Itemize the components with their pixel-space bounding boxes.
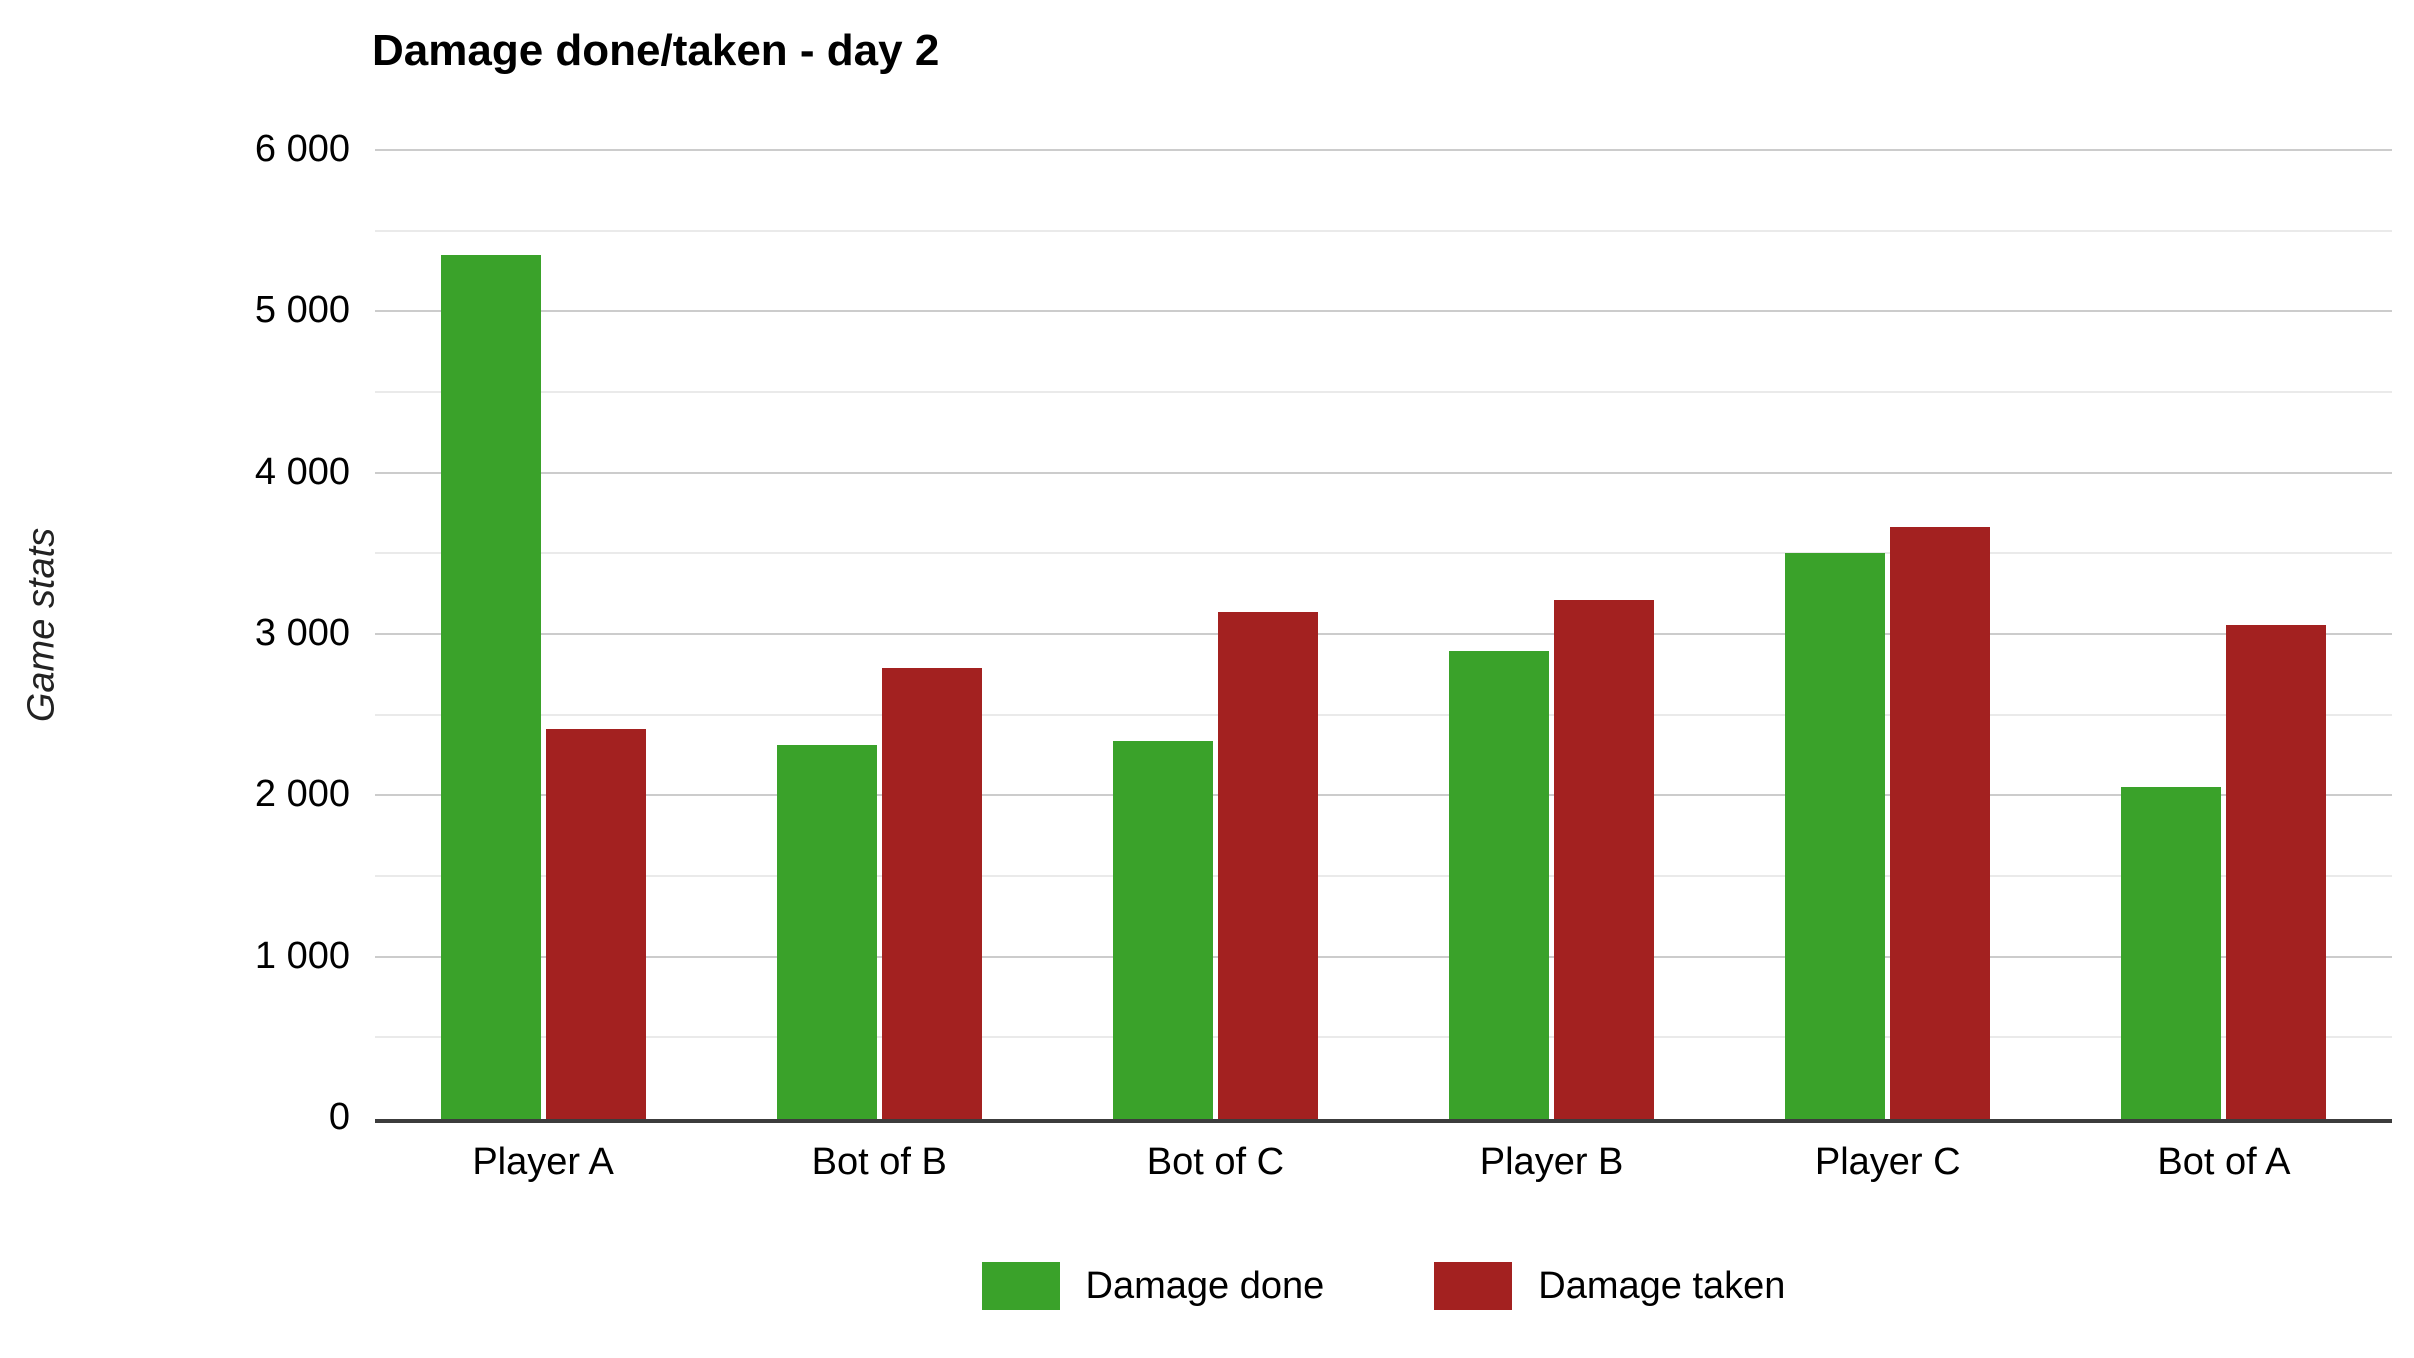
bar-damage-taken-player-c (1890, 526, 1991, 1119)
bar-group-player-a (375, 130, 711, 1119)
legend-label-damage-done: Damage done (1085, 1264, 1325, 1307)
bar-pair-player-c (1720, 130, 2056, 1119)
x-axis-labels: Player A Bot of B Bot of C Player B Player C… (375, 1140, 2392, 1190)
x-label-bot-of-c: Bot of C (1146, 1141, 1285, 1183)
gridline-5000 (375, 310, 2392, 313)
gridline-minor-3500 (375, 552, 2392, 555)
gridline-6000 (375, 149, 2392, 151)
chart-title: Damage done/taken - day 2 (372, 26, 940, 75)
bar-damage-done-player-c (1785, 552, 1886, 1119)
bar-damage-done-player-a (440, 255, 541, 1119)
gridline-2000 (375, 794, 2392, 797)
bar-group-bot-of-a (2056, 130, 2392, 1119)
bar-damage-taken-player-a (545, 728, 646, 1119)
bar-damage-taken-bot-of-a (2226, 625, 2327, 1119)
bar-pair-bot-of-c (1047, 130, 1383, 1119)
y-tick-0: 0 (328, 1096, 350, 1138)
gridline-1000 (375, 955, 2392, 958)
gridline-minor-2500 (375, 713, 2392, 716)
y-tick-5000: 5 000 (254, 289, 350, 332)
gridline-4000 (375, 471, 2392, 474)
legend-item-damage-taken: Damage taken (1434, 1262, 1785, 1310)
x-label-player-a: Player A (472, 1141, 614, 1183)
legend-label-damage-taken: Damage taken (1538, 1264, 1786, 1307)
plot-area (375, 130, 2392, 1123)
bar-pair-bot-of-b (711, 130, 1047, 1119)
y-tick-6000: 6 000 (254, 128, 350, 170)
y-tick-1000: 1 000 (254, 934, 350, 977)
bar-group-player-b (1384, 130, 1720, 1119)
y-tick-2000: 2 000 (254, 773, 350, 816)
legend-swatch-damage-taken (1434, 1262, 1513, 1310)
bar-damage-done-bot-of-b (776, 744, 877, 1119)
bar-damage-done-bot-of-c (1112, 740, 1213, 1119)
bar-damage-taken-bot-of-b (881, 668, 982, 1119)
legend: Damage done Damage taken (375, 1262, 2392, 1310)
legend-item-damage-done: Damage done (981, 1262, 1325, 1310)
y-tick-4000: 4 000 (254, 450, 350, 493)
bar-group-player-c (1720, 130, 2056, 1119)
legend-swatch-damage-done (981, 1262, 1060, 1310)
bar-damage-taken-bot-of-c (1217, 612, 1318, 1119)
x-label-player-b: Player B (1479, 1141, 1624, 1183)
bar-group-bot-of-c (1047, 130, 1383, 1119)
gridline-minor-1500 (375, 875, 2392, 877)
x-label-player-c: Player C (1814, 1141, 1961, 1183)
bar-pair-player-b (1384, 130, 1720, 1119)
bar-pair-bot-of-a (2056, 130, 2392, 1119)
x-label-bot-of-a: Bot of A (2157, 1141, 2291, 1183)
bar-damage-done-player-b (1449, 651, 1550, 1119)
gridline-minor-4500 (375, 391, 2392, 393)
bar-damage-taken-player-b (1554, 600, 1655, 1119)
gridline-minor-5500 (375, 229, 2392, 232)
y-axis-tick-labels: 0 1 000 2 000 3 000 4 000 5 000 6 000 (0, 128, 350, 1136)
bar-damage-done-bot-of-a (2121, 787, 2222, 1119)
gridline-3000 (375, 633, 2392, 635)
bar-pair-player-a (375, 130, 711, 1119)
gridline-minor-500 (375, 1036, 2392, 1039)
x-label-bot-of-b: Bot of B (811, 1141, 947, 1183)
y-tick-3000: 3 000 (254, 612, 350, 654)
bar-group-bot-of-b (711, 130, 1047, 1119)
